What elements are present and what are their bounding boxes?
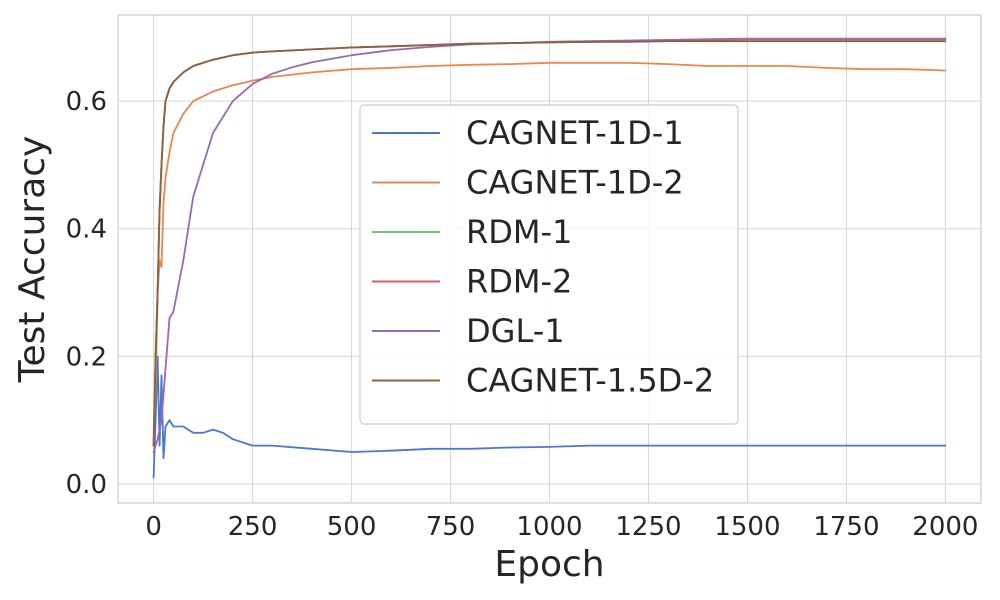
x-tick-label: 0 (145, 512, 162, 542)
y-tick-label: 0.0 (66, 470, 107, 500)
x-tick-label: 2000 (912, 512, 978, 542)
series-line-cagnet-1-5d-2 (152, 40, 947, 447)
x-tick-label: 500 (327, 512, 377, 542)
plot-frame (117, 14, 982, 504)
series-line-cagnet-1d-2 (152, 61, 947, 434)
y-axis-ticks: 0.0 0.2 0.4 0.6 (66, 87, 107, 500)
x-tick-label: 1500 (714, 512, 780, 542)
legend-box (359, 104, 739, 425)
legend-label: CAGNET-1D-2 (466, 164, 684, 202)
x-tick-label: 1250 (615, 512, 681, 542)
series-lines (152, 37, 947, 479)
legend: CAGNET-1D-1 CAGNET-1D-2 RDM-1 RDM-2 DGL-1 CAG… (359, 104, 739, 425)
x-tick-label: 1000 (516, 512, 582, 542)
series-line-dgl-1 (152, 37, 947, 453)
x-tick-label: 1750 (813, 512, 879, 542)
series-line-cagnet-1d-1 (152, 355, 947, 479)
legend-label: CAGNET-1.5D-2 (466, 362, 714, 400)
x-axis-ticks: 0 250 500 750 1000 1250 1500 1750 2000 (145, 512, 978, 542)
x-tick-label: 250 (228, 512, 278, 542)
y-tick-label: 0.2 (66, 342, 107, 372)
legend-label: RDM-2 (466, 263, 572, 301)
x-axis-title: Epoch (494, 544, 604, 585)
y-tick-label: 0.4 (66, 215, 107, 245)
legend-label: DGL-1 (466, 312, 565, 350)
legend-label: RDM-1 (466, 213, 572, 251)
x-tick-label: 750 (426, 512, 476, 542)
y-axis-title: Test Accuracy (12, 136, 53, 384)
legend-label: CAGNET-1D-1 (466, 114, 684, 152)
y-tick-label: 0.6 (66, 87, 107, 117)
